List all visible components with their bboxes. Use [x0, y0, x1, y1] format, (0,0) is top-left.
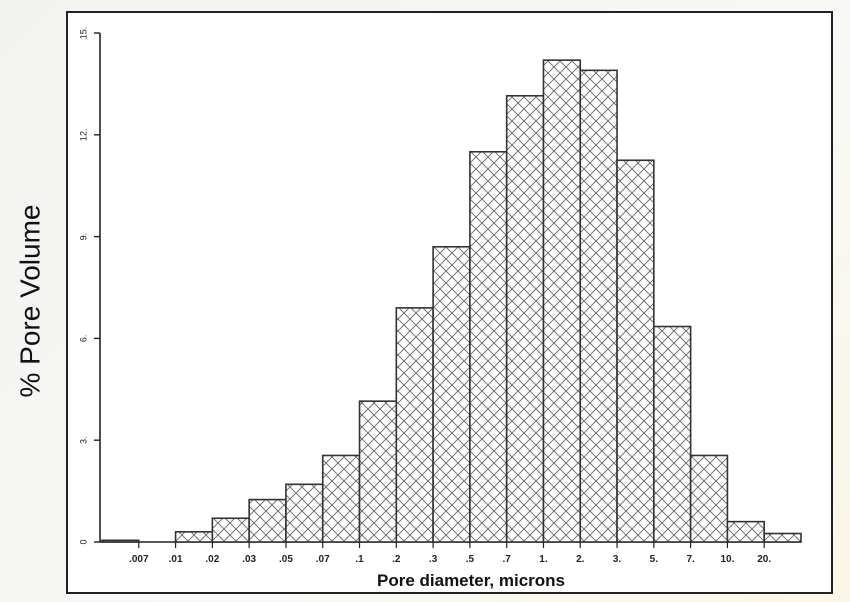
y-tick-label: 6.	[78, 335, 88, 343]
x-tick-label: .1	[355, 554, 364, 565]
x-tick-label: 1.	[539, 554, 548, 565]
histogram-bar	[211, 517, 250, 543]
bars-group	[101, 59, 802, 543]
histogram-bar	[653, 325, 692, 543]
histogram-bar	[285, 483, 324, 543]
x-tick-label: 10.	[720, 554, 734, 565]
histogram-bar	[432, 245, 471, 543]
x-tick-label: .07	[316, 554, 330, 565]
histogram-bar	[321, 454, 361, 543]
histogram-bar	[469, 150, 508, 543]
histogram-bar	[174, 531, 214, 543]
x-axis-label: Pore diameter, microns	[377, 571, 565, 590]
histogram-bar	[726, 520, 766, 543]
histogram-bar	[579, 69, 618, 543]
y-tick-label: 0	[78, 539, 88, 544]
y-axis-label: % Pore Volume	[14, 204, 45, 398]
histogram-chart: 0 3. 6. 9. 12. 15. .007 .01 .02 .03 .05 .07 .1 .2 .3 .5…	[78, 27, 802, 590]
x-tick-label: 3.	[613, 554, 622, 565]
y-tick-label: 12.	[78, 129, 88, 142]
histogram-bar	[101, 539, 140, 543]
histogram-bar	[358, 400, 398, 543]
y-tick-label: 15.	[78, 27, 88, 40]
x-tick-label: 7.	[686, 554, 695, 565]
x-tick-label: .3	[429, 554, 438, 565]
histogram-bar	[616, 159, 655, 543]
x-tick-label: .5	[466, 554, 475, 565]
x-tick-label: .007	[129, 554, 149, 565]
x-tick-label: 2.	[576, 554, 585, 565]
x-tick-label: 20.	[757, 554, 771, 565]
x-tick-label: 5.	[650, 554, 659, 565]
x-tick-label: .7	[503, 554, 512, 565]
histogram-bar	[395, 307, 434, 543]
x-tick-label: .01	[169, 554, 183, 565]
y-axis-label-container: % Pore Volume	[0, 0, 60, 602]
histogram-bar	[689, 454, 729, 543]
x-tick-label: .03	[242, 554, 256, 565]
histogram-bar	[763, 532, 802, 543]
ticks-group: 0 3. 6. 9. 12. 15. .007 .01 .02 .03 .05 .07 .1 .2 .3 .5…	[78, 27, 771, 565]
x-tick-label: .2	[392, 554, 401, 565]
y-tick-label: 9.	[78, 233, 88, 241]
x-tick-label: .05	[279, 554, 293, 565]
histogram-bar	[505, 94, 545, 543]
y-tick-label: 3.	[78, 436, 88, 444]
histogram-bar	[542, 59, 582, 543]
histogram-bar	[248, 498, 287, 543]
x-tick-label: .02	[205, 554, 219, 565]
chart-frame: 0 3. 6. 9. 12. 15. .007 .01 .02 .03 .05 .07 .1 .2 .3 .5…	[66, 11, 833, 594]
